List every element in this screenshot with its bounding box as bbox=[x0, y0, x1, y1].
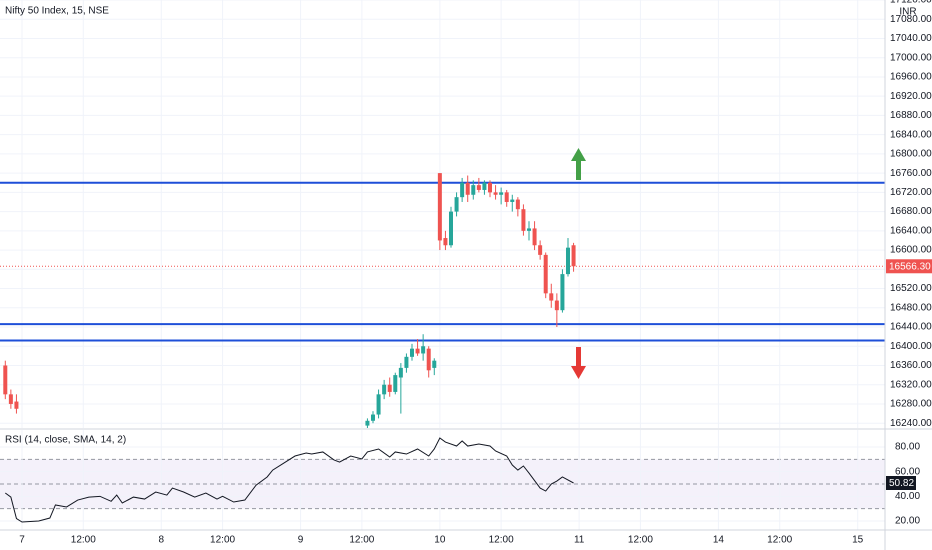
y-tick-label: 16720.00 bbox=[890, 187, 932, 198]
candle-body bbox=[476, 185, 481, 190]
candle-body bbox=[387, 384, 392, 392]
y-tick-label: 16400.00 bbox=[890, 341, 932, 352]
y-tick-label: 16840.00 bbox=[890, 129, 932, 140]
candle-body bbox=[487, 182, 492, 193]
candle-body bbox=[376, 394, 381, 415]
candle-body bbox=[393, 375, 398, 392]
y-tick-label: 60.00 bbox=[895, 466, 920, 477]
candle-body bbox=[465, 182, 470, 195]
rsi-tag-label: 50.82 bbox=[889, 478, 914, 489]
candle-body bbox=[571, 245, 576, 267]
x-tick-label: 15 bbox=[852, 535, 864, 546]
y-tick-label: 16880.00 bbox=[890, 110, 932, 121]
x-tick-label: 12:00 bbox=[767, 535, 792, 546]
y-tick-label: 16360.00 bbox=[890, 360, 932, 371]
candle-body bbox=[482, 182, 487, 190]
candle-body bbox=[382, 384, 387, 395]
y-tick-label: 80.00 bbox=[895, 442, 920, 453]
y-tick-label: 16320.00 bbox=[890, 379, 932, 390]
y-tick-label: 17080.00 bbox=[890, 14, 932, 25]
candle-body bbox=[398, 367, 403, 378]
y-tick-label: 16240.00 bbox=[890, 418, 932, 429]
candle-body bbox=[526, 228, 531, 231]
candle-body bbox=[510, 199, 515, 202]
candle-body bbox=[365, 420, 370, 426]
y-tick-label: 16920.00 bbox=[890, 91, 932, 102]
candle-body bbox=[515, 199, 520, 210]
x-tick-label: 10 bbox=[434, 535, 446, 546]
rsi-line bbox=[4, 437, 574, 523]
candle-body bbox=[454, 197, 459, 212]
x-tick-label: 12:00 bbox=[210, 535, 235, 546]
x-tick-label: 7 bbox=[19, 535, 25, 546]
y-tick-label: 16680.00 bbox=[890, 206, 932, 217]
chart-title: Nifty 50 Index, 15, NSE bbox=[5, 6, 109, 17]
candle-body bbox=[448, 211, 453, 246]
x-tick-label: 12:00 bbox=[489, 535, 514, 546]
rsi-tag bbox=[886, 475, 916, 490]
candle-body bbox=[493, 192, 498, 195]
rsi-pane bbox=[0, 430, 885, 530]
candle-body bbox=[543, 254, 548, 294]
y-tick-label: 16960.00 bbox=[890, 72, 932, 83]
candle-body bbox=[370, 414, 375, 421]
candle-body bbox=[421, 346, 426, 354]
y-tick-label: 16800.00 bbox=[890, 149, 932, 160]
candle-body bbox=[3, 365, 8, 395]
currency: INR bbox=[899, 7, 916, 18]
candle-body bbox=[521, 209, 526, 231]
y-tick-label: 20.00 bbox=[895, 516, 920, 527]
x-tick-label: 11 bbox=[574, 535, 585, 546]
candle-body bbox=[8, 394, 13, 404]
candle-body bbox=[565, 247, 570, 275]
candle-body bbox=[426, 348, 431, 371]
candle-body bbox=[554, 300, 559, 311]
y-tick-label: 16760.00 bbox=[890, 168, 932, 179]
x-tick-label: 12:00 bbox=[628, 535, 653, 546]
candle-body bbox=[471, 185, 476, 195]
price-tag-label: 16566.30 bbox=[889, 261, 931, 272]
x-tick-label: 12:00 bbox=[71, 535, 96, 546]
y-tick-label: 16480.00 bbox=[890, 302, 932, 313]
y-tick-label: 16280.00 bbox=[890, 399, 932, 410]
candle-body bbox=[404, 356, 409, 368]
candle-body bbox=[499, 192, 504, 195]
price-pane bbox=[0, 0, 885, 428]
rsi-title: RSI (14, close, SMA, 14, 2) bbox=[5, 435, 126, 446]
y-tick-label: 16600.00 bbox=[890, 245, 932, 256]
y-tick-label: 17120.00 bbox=[890, 0, 932, 6]
candle-body bbox=[504, 192, 509, 202]
y-tick-label: 17040.00 bbox=[890, 33, 932, 44]
candle-body bbox=[443, 238, 448, 246]
y-tick-label: 16640.00 bbox=[890, 225, 932, 236]
y-tick-label: 17000.00 bbox=[890, 52, 932, 63]
candle-body bbox=[538, 245, 543, 255]
x-tick-label: 12:00 bbox=[349, 535, 374, 546]
candle-body bbox=[437, 173, 442, 241]
candle-body bbox=[415, 348, 420, 354]
candle-body bbox=[560, 274, 565, 311]
candle-body bbox=[14, 401, 19, 409]
candle-body bbox=[549, 293, 554, 301]
candle-body bbox=[409, 348, 414, 357]
down-arrow bbox=[571, 347, 586, 379]
x-tick-label: 9 bbox=[298, 535, 304, 546]
price-tag bbox=[886, 259, 932, 274]
axes: 17120.00 17080.00 17040.00 17000.00 16960.00… bbox=[19, 0, 932, 546]
x-tick-label: 14 bbox=[713, 535, 725, 546]
candle-body bbox=[432, 360, 437, 368]
x-tick-label: 8 bbox=[159, 535, 165, 546]
candle-body bbox=[532, 228, 537, 246]
y-tick-label: 40.00 bbox=[895, 491, 920, 502]
y-tick-label: 16440.00 bbox=[890, 322, 932, 333]
candle-body bbox=[460, 182, 465, 198]
up-arrow bbox=[571, 148, 586, 180]
y-tick-label: 16520.00 bbox=[890, 283, 932, 294]
